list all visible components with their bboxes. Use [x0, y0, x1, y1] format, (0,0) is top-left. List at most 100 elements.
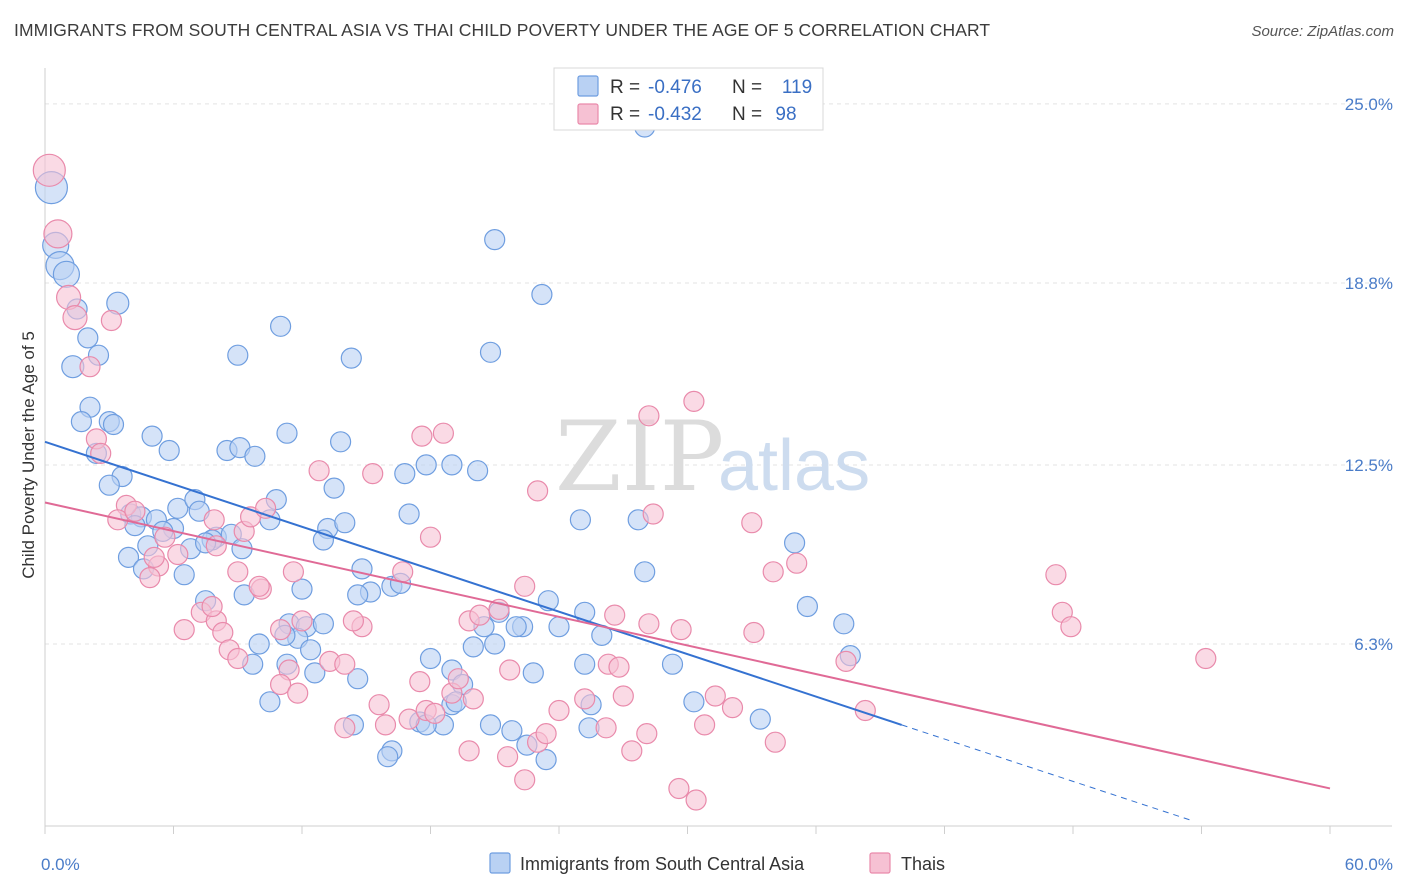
thais-point	[458, 740, 480, 762]
immigrants-point	[300, 639, 322, 661]
immigrants-point	[52, 260, 81, 288]
immigrants-point	[783, 532, 806, 554]
bottom-legend-swatch-thais	[869, 852, 891, 874]
trend-line-immigrants-extension	[901, 724, 1191, 821]
thais-point	[392, 561, 414, 583]
thais-point	[636, 722, 658, 745]
thais-point	[670, 618, 692, 641]
thais-point	[342, 610, 364, 632]
thais-point	[248, 575, 270, 597]
immigrants-point	[749, 708, 771, 730]
thais-point	[612, 685, 634, 707]
immigrants-point	[323, 477, 345, 499]
thais-point	[432, 422, 454, 444]
thais-point	[704, 685, 726, 707]
watermark-atlas: atlas	[718, 426, 870, 506]
immigrants-point	[141, 425, 163, 447]
x-tick-label-1: 60.0%	[1345, 855, 1393, 874]
thais-point	[100, 309, 123, 332]
thais-point	[374, 714, 397, 736]
immigrants-point	[158, 439, 180, 462]
thais-point	[334, 717, 356, 739]
immigrants-point	[479, 714, 502, 736]
immigrants-point	[117, 546, 140, 569]
thais-point	[535, 722, 557, 745]
immigrants-point	[548, 616, 570, 638]
thais-point	[1195, 647, 1217, 670]
immigrants-point	[683, 691, 705, 713]
legend-r-label-1: R =	[610, 77, 640, 98]
y-axis-label: Child Poverty Under the Age of 5	[19, 331, 38, 579]
thais-point	[201, 595, 223, 618]
immigrants-point	[351, 558, 373, 580]
thais-point	[638, 613, 660, 635]
thais-point	[32, 153, 66, 187]
thais-point	[786, 552, 808, 574]
immigrants-point	[330, 431, 352, 453]
y-tick-label-0: 6.3%	[1354, 635, 1393, 654]
immigrants-point	[462, 636, 484, 658]
immigrants-point	[467, 460, 489, 482]
bottom-legend-label-thais: Thais	[901, 854, 945, 874]
immigrants-point	[347, 584, 369, 606]
legend-swatch-thais	[577, 103, 599, 125]
thais-point	[143, 546, 165, 569]
thais-point	[107, 509, 129, 531]
immigrants-point	[270, 315, 292, 337]
thais-point	[741, 512, 763, 534]
y-tick-label-1: 12.5%	[1345, 456, 1393, 475]
immigrants-point	[398, 503, 420, 525]
y-tick-label-2: 18.8%	[1345, 274, 1393, 293]
immigrants-point	[347, 668, 369, 690]
series-thais-points	[32, 153, 1217, 811]
immigrants-point	[98, 474, 120, 496]
thais-point	[668, 777, 690, 800]
thais-point	[499, 659, 521, 681]
immigrants-point	[334, 512, 356, 534]
immigrants-point	[70, 411, 93, 433]
thais-point	[642, 503, 664, 525]
immigrants-point	[505, 616, 527, 638]
immigrants-point	[291, 578, 313, 600]
immigrants-point	[441, 454, 463, 476]
immigrants-point	[522, 662, 544, 684]
legend-n-value-1: 119	[782, 77, 812, 98]
thais-point	[227, 647, 249, 670]
immigrants-point	[501, 720, 523, 742]
thais-point	[721, 696, 744, 719]
thais-point	[43, 219, 73, 249]
thais-point	[167, 543, 189, 566]
thais-point	[497, 746, 519, 768]
immigrants-point	[796, 595, 819, 618]
immigrants-point	[634, 561, 656, 583]
chart-title: IMMIGRANTS FROM SOUTH CENTRAL ASIA VS TH…	[14, 20, 991, 40]
immigrants-point	[415, 454, 437, 476]
thais-point	[139, 566, 161, 589]
stats-legend: R = -0.476 N = 119 R = -0.432 N = 98	[553, 67, 824, 131]
trend-line-thais	[44, 501, 1331, 790]
stats-legend-box	[553, 67, 824, 131]
thais-point	[621, 740, 643, 762]
watermark: ZIP atlas	[555, 401, 870, 513]
legend-n-label-2: N =	[732, 104, 762, 125]
immigrants-point	[394, 463, 416, 485]
thais-point	[469, 604, 491, 626]
immigrants-point	[227, 344, 249, 366]
immigrants-point	[535, 748, 557, 771]
thais-point	[291, 610, 313, 632]
thais-point	[411, 425, 433, 447]
legend-r-value-2: -0.432	[648, 104, 702, 125]
x-tick-label-0: 0.0%	[41, 855, 80, 874]
thais-point	[362, 463, 384, 485]
legend-r-label-2: R =	[610, 104, 640, 125]
thais-point	[124, 500, 146, 522]
thais-point	[835, 650, 857, 673]
thais-point	[762, 561, 784, 583]
immigrants-point	[259, 691, 281, 713]
thais-point	[334, 653, 356, 675]
thais-point	[287, 682, 309, 704]
immigrants-point	[484, 229, 506, 251]
thais-point	[409, 670, 431, 693]
immigrants-point	[304, 662, 326, 684]
